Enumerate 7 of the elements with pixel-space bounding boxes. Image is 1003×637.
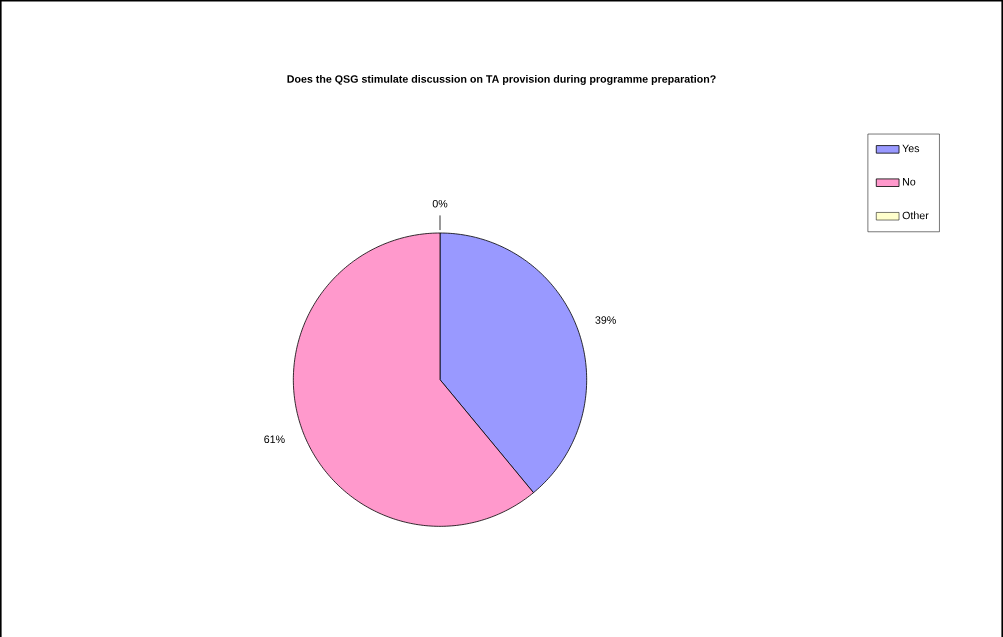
text: 0% xyxy=(432,199,448,208)
chart-title: Does the QSG stimulate discussion on TA provision during programme preparation? xyxy=(287,74,716,85)
legend-label: Other xyxy=(902,211,929,220)
legend-label: No xyxy=(902,178,916,186)
data-label: 61% xyxy=(264,435,285,444)
legend-label: Yes xyxy=(902,144,920,153)
data-label: 39% xyxy=(595,316,616,324)
